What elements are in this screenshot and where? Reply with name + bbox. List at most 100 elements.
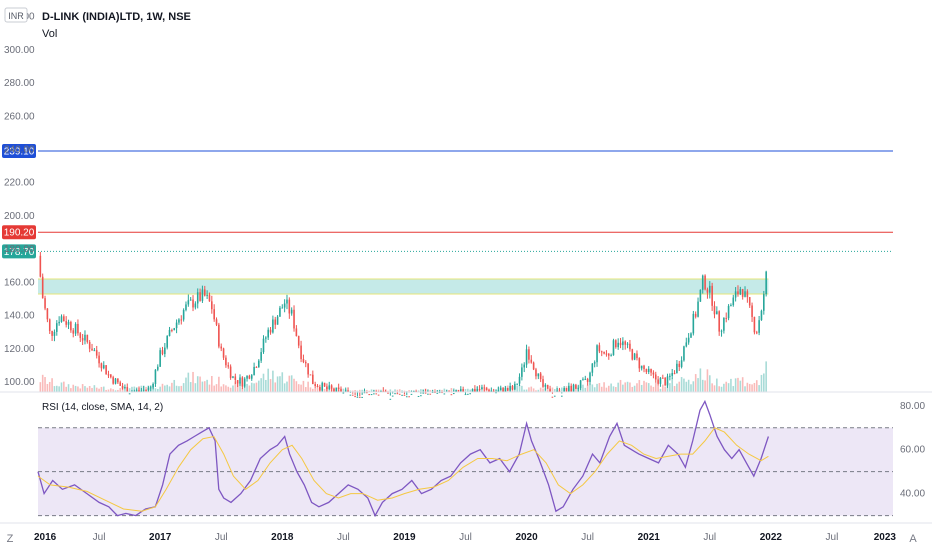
volume-bar [349,390,352,392]
volume-bar [377,389,380,392]
volume-bar [358,389,361,392]
time-axis[interactable]: 2016 Jul 2017 Jul 2018 Jul 2019 Jul 2020 Jul 2021 J… [0,522,932,543]
time-tick-label: 2018 [271,532,294,543]
candle-body [246,375,248,379]
candle-body [657,379,659,384]
symbol-title[interactable]: D-LINK (INDIA)LTD, 1W, NSE [42,11,191,23]
volume-bar [725,381,728,392]
volume-bar [225,385,227,392]
volume-bar [316,387,319,392]
volume-bar [102,386,105,392]
candle-body [215,319,218,325]
volume-bar [77,386,79,392]
time-tick-label: 2021 [638,532,661,543]
rsi-title[interactable]: RSI (14, close, SMA, 14, 2) [42,402,163,413]
candle-body [79,333,82,339]
candle-body [384,390,387,392]
volume-bar [196,376,199,392]
candle-body [739,289,742,295]
volume-bar [763,373,765,392]
volume-bar [67,384,70,392]
volume-bar [93,385,96,392]
volume-bar [276,376,279,392]
candle-body [553,395,556,397]
volume-bar [734,378,737,392]
candle-body [309,374,312,376]
candle-body [203,289,206,296]
candle-body [401,394,403,396]
candle-body [662,377,664,379]
volume-bar [720,386,723,392]
time-tick-label: 2022 [760,532,783,543]
candle-body [248,375,251,379]
volume-bar [746,382,749,392]
volume-bar [394,389,396,392]
candle-body [340,389,342,392]
candle-body [483,387,486,389]
volume-bar [128,388,131,392]
volume-label[interactable]: Vol [42,28,57,40]
candle-body [417,395,420,397]
price-axis[interactable]: 100.00 120.00 140.00 160.00 180.00 200.00 220.… [4,12,35,388]
candle-body [199,292,201,301]
volume-bar [39,382,42,392]
candle-body [121,385,124,389]
timezone-icon[interactable]: Z [7,533,14,545]
candle-body [633,353,636,360]
candle-body [229,366,232,378]
candle-body [737,291,739,295]
candle-body [683,346,685,361]
candle-body [114,378,117,384]
candle-body [420,395,422,397]
volume-bar [272,370,274,392]
volume-bar [652,386,655,392]
candle-body [415,390,417,392]
candle-body [349,394,352,396]
volume-bar [189,382,192,392]
candle-body [687,337,690,343]
candle-body [65,321,67,325]
candle-body [565,387,568,392]
candle-body [413,390,415,392]
volume-bar [640,384,643,392]
candle-body [424,392,427,394]
volume-bar [403,390,406,392]
time-tick-label: Jul [826,532,839,543]
auto-scale-icon[interactable]: A [909,533,917,545]
candle-body [257,360,260,368]
candle-body [93,350,96,352]
price-tick-label: 180.00 [4,244,35,255]
volume-bar [469,389,471,392]
candle-body [645,369,648,372]
candle-body [375,393,378,395]
currency-badge[interactable] [4,7,28,23]
candle-body [429,393,432,395]
volume-bars [39,361,767,392]
volume-bar [171,382,173,392]
candle-body [676,363,678,374]
volume-bar [553,389,556,392]
candle-body [366,392,368,394]
volume-bar [279,376,281,392]
volume-bar [328,389,331,392]
zone-rect[interactable] [38,279,769,295]
candle-body [720,330,723,332]
candle-body [161,350,164,355]
volume-bar [194,383,197,392]
candle-body [725,317,728,319]
candle-body [112,377,114,384]
candle-body [46,308,49,320]
candle-body [44,298,46,309]
volume-bar [295,381,298,392]
volume-bar [716,378,718,392]
candle-body [511,385,514,390]
candle-body [272,319,274,333]
candle-body [763,294,765,311]
rsi-axis[interactable]: 40.00 60.00 80.00 [900,401,925,500]
candle-body [55,323,58,332]
candle-body [194,303,197,308]
volume-bar [687,379,690,392]
volume-bar [48,381,51,392]
volume-bar [380,389,382,392]
volume-bar [387,390,389,392]
